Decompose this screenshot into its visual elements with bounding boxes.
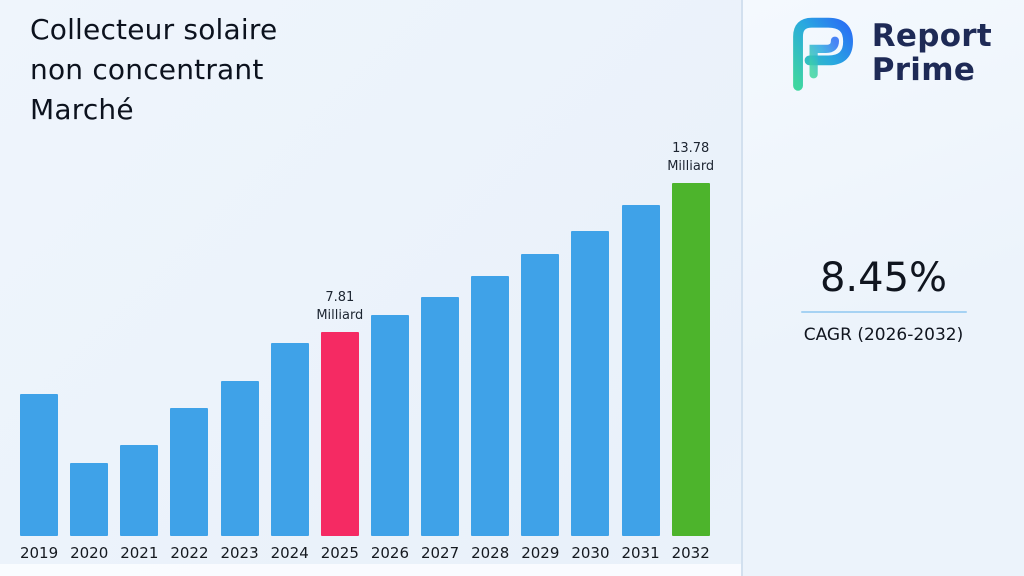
bar-2020: [70, 463, 109, 536]
x-axis-label-2031: 2031: [621, 544, 660, 562]
brand-name: Report Prime: [872, 19, 992, 87]
x-axis-label-2019: 2019: [19, 544, 59, 562]
x-axis-label-2028: 2028: [471, 544, 510, 562]
bar-2026: [370, 315, 409, 536]
bar-2021: [120, 445, 159, 536]
x-axis-label-2021: 2021: [120, 544, 159, 562]
bar-2028: [471, 276, 510, 536]
report-prime-logo-icon: [792, 17, 853, 91]
bar-2022: [170, 408, 209, 536]
cagr-label: CAGR (2026-2032): [803, 325, 964, 345]
x-axis-label-2024: 2024: [270, 544, 309, 562]
bar-2019: [20, 394, 59, 536]
cagr-value: 8.45%: [819, 255, 948, 301]
bar-2030: [571, 231, 610, 536]
bar-2029: [521, 254, 560, 536]
bar-2031: [621, 205, 660, 536]
bar-2024: [270, 343, 309, 536]
bar-2032: [671, 183, 710, 536]
chart-column-2030: 2030: [565, 140, 615, 562]
chart-column-2022: 2022: [164, 140, 214, 562]
chart-column-2028: 2028: [465, 140, 515, 562]
page-title-line: non concentrant: [30, 53, 264, 87]
chart-column-2024: 2024: [265, 140, 315, 562]
bar-2027: [421, 297, 460, 536]
chart-column-2031: 2031: [616, 140, 666, 562]
x-axis-label-2023: 2023: [220, 544, 259, 562]
brand-name-line1: Report: [871, 17, 992, 54]
cagr-underline: [800, 311, 967, 313]
vertical-divider: [741, 0, 743, 576]
x-axis-label-2032: 2032: [671, 544, 710, 562]
chart-column-2025: 7.81 Milliard 2025: [315, 140, 365, 562]
chart-column-2023: 2023: [215, 140, 265, 562]
chart-column-2029: 2029: [515, 140, 565, 562]
page-title-line: Collecteur solaire: [30, 13, 278, 46]
chart-column-2032: 13.78 Milliard 2032: [666, 140, 716, 562]
x-axis-label-2022: 2022: [170, 544, 209, 562]
bar-annotation-2032: 13.78 Milliard: [667, 141, 715, 175]
summary-pane: Report Prime 8.45% CAGR (2026-2032): [743, 0, 1024, 576]
bar-2025: [320, 332, 359, 536]
page-title-line: Marché: [30, 93, 134, 127]
x-axis-label-2030: 2030: [571, 544, 610, 562]
brand-name-line2: Prime: [871, 52, 976, 88]
x-axis-label-2020: 2020: [70, 544, 109, 562]
x-axis-label-2029: 2029: [521, 544, 560, 562]
chart-column-2027: 2027: [415, 140, 465, 562]
brand-logo: Report Prime: [780, 12, 992, 94]
page-title: Collecteur solaire non concentrant March…: [30, 10, 277, 130]
chart-column-2026: 2026: [365, 140, 415, 562]
cagr-block: 8.45% CAGR (2026-2032): [743, 255, 1024, 345]
chart-column-2020: 2020: [64, 140, 114, 562]
chart-column-2021: 2021: [114, 140, 164, 562]
x-axis-label-2027: 2027: [420, 544, 460, 562]
x-axis-label-2025: 2025: [320, 544, 359, 562]
bottom-strip: [0, 564, 741, 576]
x-axis-label-2026: 2026: [370, 544, 410, 562]
bar-2023: [220, 381, 259, 536]
chart-pane: Collecteur solaire non concentrant March…: [0, 10, 741, 576]
chart-column-2019: 2019: [14, 140, 64, 562]
bar-chart: 2019 2020 2021 2022 2023 2024 7.81 Milliard 2025…: [14, 140, 716, 562]
bar-annotation-2025: 7.81 Milliard: [316, 289, 364, 323]
